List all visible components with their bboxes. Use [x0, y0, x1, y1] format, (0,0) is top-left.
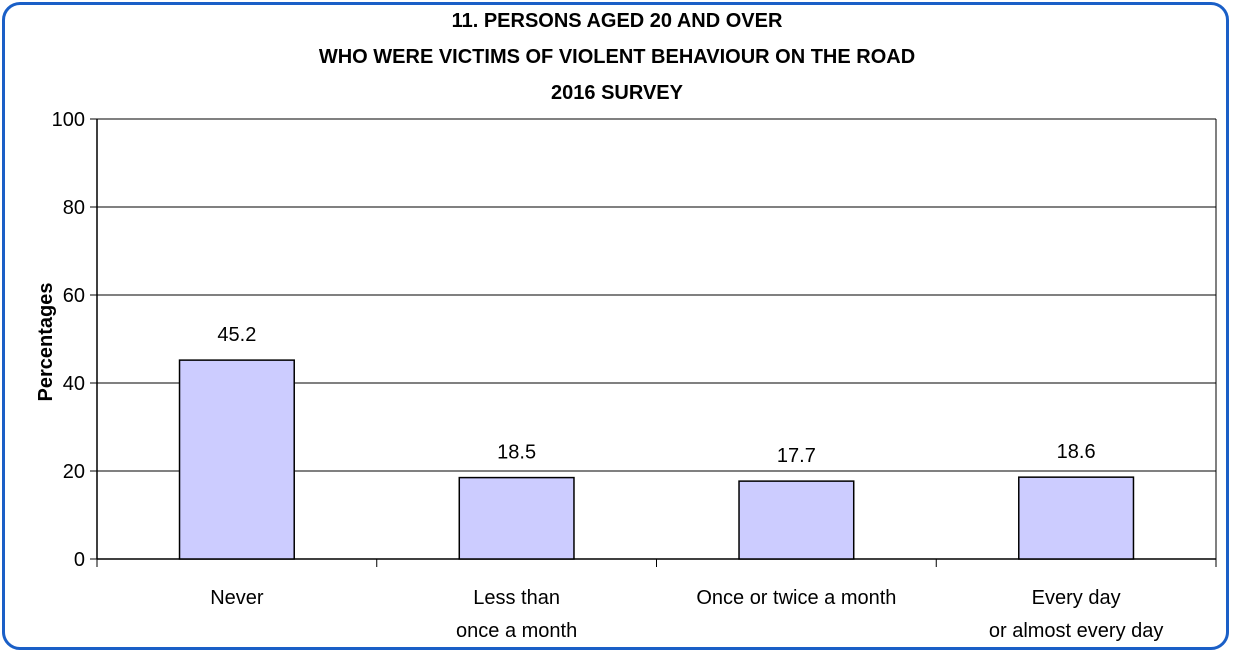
y-tick-label: 40 — [63, 373, 85, 395]
y-tick-label: 100 — [52, 109, 85, 131]
x-tick-label: or almost every day — [989, 620, 1164, 642]
plot-area: 0 20 40 60 80 100 45.2 Never 18.5 Less than once a… — [52, 109, 1217, 642]
x-tick-label: Never — [210, 587, 264, 609]
data-label: 18.5 — [497, 442, 536, 464]
data-label: 18.6 — [1057, 441, 1096, 463]
y-tick-label: 60 — [63, 285, 85, 307]
y-tick-label: 20 — [63, 461, 85, 483]
bar — [458, 476, 575, 560]
chart-title-line-3: 2016 SURVEY — [551, 82, 684, 104]
chart-title: 11. PERSONS AGED 20 AND OVER WHO WERE VI… — [319, 10, 915, 104]
x-tick-label: Less than — [473, 587, 560, 609]
x-tick-label: Every day — [1032, 587, 1121, 609]
y-axis-label: Percentages — [35, 283, 57, 402]
chart-title-line-2: WHO WERE VICTIMS OF VIOLENT BEHAVIOUR ON… — [319, 46, 915, 68]
y-tick-label: 80 — [63, 197, 85, 219]
chart-title-line-1: 11. PERSONS AGED 20 AND OVER — [452, 10, 783, 32]
x-tick-label: once a month — [456, 620, 577, 642]
bar — [178, 359, 295, 560]
bar — [1018, 476, 1135, 560]
x-tick-label: Once or twice a month — [696, 587, 896, 609]
bar — [738, 480, 855, 560]
data-label: 45.2 — [217, 324, 256, 346]
data-label: 17.7 — [777, 445, 816, 467]
y-tick-label: 0 — [74, 549, 85, 571]
